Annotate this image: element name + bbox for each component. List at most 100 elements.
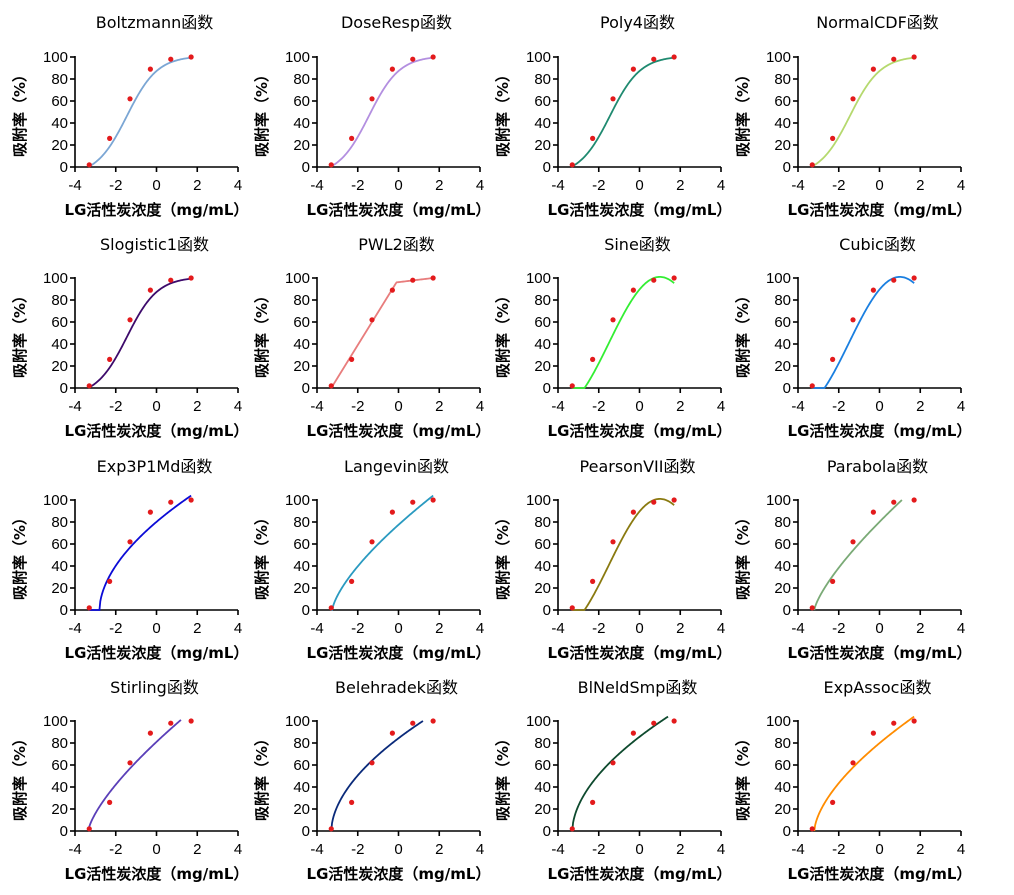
chart-panel: Parabola函数 0 20 40 60 80 100 -4 -2 0 2 4 LG活性炭浓度（mg/…: [734, 457, 971, 662]
y-tick-label: 20: [534, 801, 551, 818]
x-axis-label: LG活性炭浓度（mg/mL）: [307, 201, 491, 219]
chart-title: Cubic函数: [839, 235, 916, 254]
data-point: [911, 54, 917, 60]
fit-curve: [813, 715, 915, 832]
x-tick-label: -2: [592, 398, 605, 415]
fit-curve: [330, 56, 434, 168]
x-tick-label: 0: [635, 841, 643, 858]
data-point: [630, 66, 636, 72]
y-tick-label: 80: [51, 292, 68, 309]
data-point: [410, 499, 416, 505]
x-tick-label: -4: [551, 620, 564, 637]
data-point: [389, 287, 395, 293]
y-axis-label: 吸附率（%）: [494, 288, 512, 378]
y-tick-label: 0: [543, 159, 551, 176]
x-tick-label: 0: [394, 177, 402, 194]
y-tick-label: 40: [51, 558, 68, 575]
data-point: [107, 356, 113, 362]
x-axis-label: LG活性炭浓度（mg/mL）: [307, 644, 491, 662]
chart-panel: Cubic函数 0 20 40 60 80 100 -4 -2 0 2 4 LG活性炭浓度（mg/mL）…: [734, 235, 971, 440]
chart-panel: PWL2函数 0 20 40 60 80 100 -4 -2 0 2 4 LG活性炭浓度（mg/mL） 吸…: [253, 235, 490, 440]
data-point: [107, 799, 113, 806]
x-tick-label: 2: [435, 177, 443, 194]
data-point: [610, 317, 616, 323]
x-tick-label: 4: [717, 398, 725, 415]
y-tick-label: 100: [285, 713, 310, 730]
chart-title: Sine函数: [604, 235, 671, 254]
data-point: [671, 275, 677, 281]
data-point: [410, 56, 416, 62]
x-tick-label: -2: [109, 398, 122, 415]
fit-curve: [571, 56, 675, 168]
data-point: [127, 760, 133, 766]
x-tick-label: 2: [916, 841, 924, 858]
data-point: [147, 730, 153, 736]
y-tick-label: 0: [60, 602, 68, 619]
y-tick-label: 60: [774, 314, 791, 331]
fit-curve: [88, 56, 192, 168]
x-tick-label: -4: [68, 620, 81, 637]
x-tick-label: -2: [592, 177, 605, 194]
data-point: [870, 730, 876, 736]
data-point: [410, 277, 416, 283]
x-tick-label: -2: [592, 620, 605, 637]
x-axis-label: LG活性炭浓度（mg/mL）: [788, 865, 972, 883]
x-tick-label: -2: [832, 398, 845, 415]
chart-panel: Stirling函数 0 20 40 60 80 100 -4 -2 0 2 4 LG活性炭浓度（mg/…: [11, 678, 248, 883]
x-tick-label: -4: [68, 177, 81, 194]
y-tick-label: 60: [51, 757, 68, 774]
y-tick-label: 40: [534, 779, 551, 796]
data-point: [809, 826, 815, 832]
data-point: [870, 287, 876, 293]
data-point: [188, 718, 194, 724]
y-tick-label: 20: [293, 801, 310, 818]
data-point: [430, 497, 436, 503]
x-tick-label: 0: [152, 398, 160, 415]
y-tick-label: 100: [766, 492, 791, 509]
y-tick-label: 40: [51, 779, 68, 796]
x-tick-label: -2: [832, 841, 845, 858]
x-tick-label: -4: [791, 841, 804, 858]
x-tick-label: 4: [234, 177, 242, 194]
y-tick-label: 60: [774, 536, 791, 553]
data-point: [651, 56, 657, 62]
y-tick-label: 60: [293, 314, 310, 331]
x-axis-label: LG活性炭浓度（mg/mL）: [65, 201, 249, 219]
y-tick-label: 80: [534, 71, 551, 88]
x-tick-label: 0: [635, 398, 643, 415]
x-tick-label: 0: [152, 620, 160, 637]
x-tick-label: 4: [476, 620, 484, 637]
data-point: [369, 317, 375, 323]
x-tick-label: -4: [551, 177, 564, 194]
data-point: [127, 96, 133, 102]
x-tick-label: -4: [68, 398, 81, 415]
y-tick-label: 80: [774, 292, 791, 309]
data-point: [671, 718, 677, 724]
data-point: [651, 277, 657, 283]
data-point: [86, 826, 92, 832]
x-tick-label: 2: [676, 620, 684, 637]
x-tick-label: 0: [152, 841, 160, 858]
x-tick-label: -2: [351, 177, 364, 194]
y-tick-label: 20: [534, 137, 551, 154]
data-point: [610, 96, 616, 102]
y-tick-label: 80: [534, 735, 551, 752]
x-tick-label: -2: [351, 398, 364, 415]
chart-title: NormalCDF函数: [816, 13, 939, 32]
x-tick-label: -2: [351, 841, 364, 858]
data-point: [369, 96, 375, 102]
chart-title: Stirling函数: [110, 678, 199, 697]
y-tick-label: 40: [774, 336, 791, 353]
y-tick-label: 0: [302, 380, 310, 397]
data-point: [188, 54, 194, 60]
y-tick-label: 60: [774, 93, 791, 110]
data-point: [107, 578, 113, 585]
x-tick-label: 2: [435, 841, 443, 858]
x-tick-label: -4: [310, 398, 323, 415]
y-tick-label: 80: [293, 735, 310, 752]
data-point: [389, 730, 395, 736]
chart-panel: ExpAssoc函数 0 20 40 60 80 100 -4 -2 0 2 4 LG活性炭浓度（mg/…: [734, 678, 971, 883]
x-tick-label: 4: [476, 177, 484, 194]
y-tick-label: 20: [534, 580, 551, 597]
y-tick-label: 40: [774, 558, 791, 575]
